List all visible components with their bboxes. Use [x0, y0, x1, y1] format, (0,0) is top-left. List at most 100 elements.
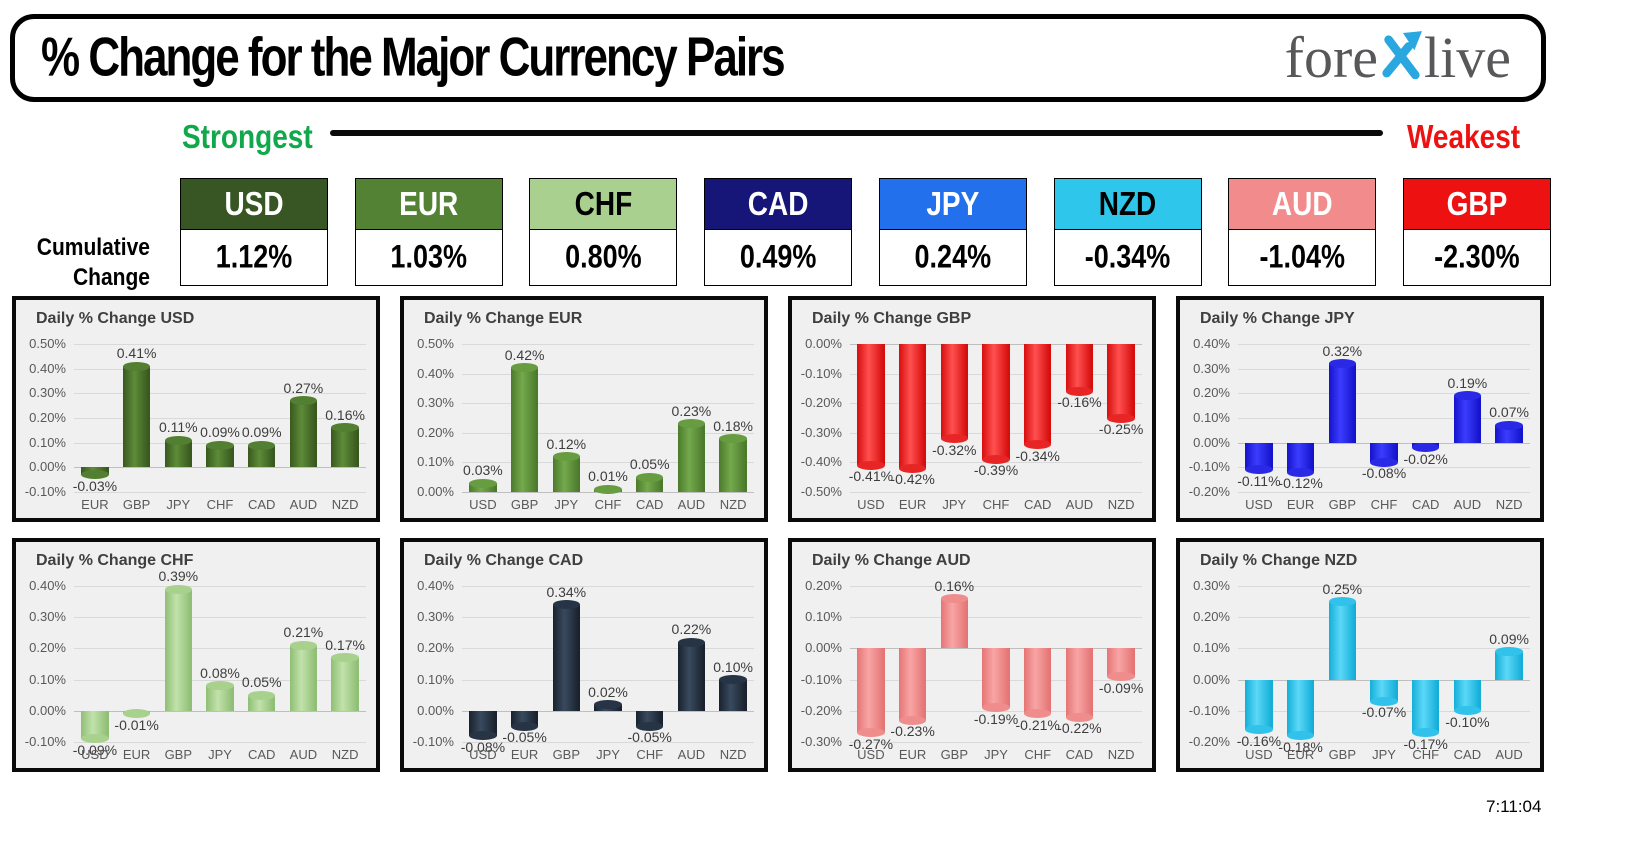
- bar-value-label: 0.09%: [1489, 630, 1529, 647]
- x-axis-category-label: CHF: [206, 497, 234, 512]
- bar-chf: [1023, 648, 1052, 714]
- x-axis-category-label: JPY: [596, 747, 620, 762]
- bar-gbp: [940, 598, 968, 649]
- bar-usd: [857, 648, 885, 733]
- bar-value-label: -0.41%: [848, 468, 894, 485]
- bar-cap: [1453, 706, 1482, 716]
- y-axis-tick-label: 0.40%: [1193, 336, 1230, 351]
- bar-cap: [1453, 391, 1482, 401]
- x-axis-category-label: GBP: [1328, 747, 1357, 762]
- cumulative-label-line2: Change: [72, 264, 150, 291]
- bar-usd: [1245, 679, 1273, 730]
- bar-cap: [635, 721, 664, 731]
- bar-value-label: -0.09%: [1098, 679, 1144, 696]
- x-axis-category-label: EUR: [510, 747, 539, 762]
- cumulative-box-gbp: GBP -2.30%: [1402, 178, 1551, 286]
- bar-cap: [1328, 597, 1356, 607]
- cumulative-value-aud: -1.04%: [1228, 230, 1377, 286]
- bar-value-label: 0.17%: [325, 636, 365, 653]
- bar-cad: [1453, 679, 1482, 711]
- gridline: [850, 492, 1142, 493]
- bar-cap: [289, 640, 318, 650]
- bar-value-label: 0.18%: [713, 417, 753, 434]
- bar-cap: [1065, 712, 1094, 722]
- cumulative-value-cad: 0.49%: [704, 230, 853, 286]
- x-axis-category-label: JPY: [208, 747, 232, 762]
- currency-header-chf: CHF: [529, 178, 678, 230]
- bar-chf: [206, 445, 234, 468]
- chart-daily-change-jpy: Daily % Change JPY 0.40% 0.30% 0.20% 0.10% 0.…: [1176, 296, 1544, 522]
- x-axis-line: [74, 710, 366, 712]
- x-axis-category-label: USD: [81, 747, 109, 762]
- bar-value-label: -0.05%: [627, 729, 672, 746]
- bar-value-label: 0.02%: [588, 683, 628, 700]
- bar-cap: [982, 454, 1010, 464]
- bar-value-label: 0.05%: [241, 674, 282, 691]
- bar-cap: [1370, 696, 1398, 706]
- bar-cap: [122, 361, 151, 371]
- cumulative-box-aud: AUD -1.04%: [1228, 178, 1377, 286]
- bar-cap: [510, 363, 539, 373]
- bar-cap: [122, 709, 151, 719]
- gridline: [850, 617, 1142, 619]
- bar-value-label: 0.39%: [158, 568, 199, 585]
- bar-cap: [982, 703, 1010, 713]
- gridline: [74, 679, 366, 681]
- gridline: [1238, 467, 1530, 469]
- gridline: [1238, 368, 1530, 370]
- bar-cap: [552, 600, 580, 610]
- chart-title: Daily % Change USD: [36, 310, 195, 327]
- bar-aud: [1065, 344, 1094, 392]
- gridline: [462, 617, 754, 619]
- y-axis-tick-label: -0.10%: [800, 365, 842, 381]
- bar-value-label: 0.07%: [1489, 404, 1529, 421]
- bar-cap: [594, 484, 622, 494]
- x-axis-category-label: CAD: [1411, 497, 1440, 512]
- x-axis-category-label: JPY: [554, 497, 579, 512]
- x-axis-category-label: USD: [857, 497, 885, 512]
- bar-value-label: -0.32%: [932, 441, 977, 458]
- x-axis-category-label: CAD: [1453, 747, 1482, 762]
- y-axis-tick-label: 0.10%: [1193, 640, 1230, 656]
- bar-cap: [164, 584, 192, 594]
- bar-value-label: -0.17%: [1403, 735, 1448, 752]
- x-axis-category-label: CHF: [636, 747, 664, 762]
- bar-value-label: 0.09%: [241, 424, 282, 441]
- bar-value-label: -0.42%: [890, 471, 935, 488]
- y-axis-tick-label: 0.20%: [29, 410, 66, 425]
- y-axis-tick-label: -0.20%: [1188, 484, 1230, 499]
- bar-value-label: 0.41%: [116, 345, 157, 362]
- x-axis-category-label: CHF: [982, 497, 1010, 512]
- x-axis-category-label: GBP: [1328, 497, 1357, 512]
- gridline: [74, 368, 366, 370]
- x-axis-category-label: EUR: [81, 497, 109, 512]
- gridline: [1238, 742, 1530, 743]
- chart-title: Daily % Change JPY: [1200, 310, 1355, 327]
- x-axis-category-label: EUR: [898, 497, 927, 512]
- x-axis-line: [462, 710, 754, 712]
- x-axis-category-label: AUD: [677, 497, 706, 512]
- x-axis-category-label: USD: [469, 497, 497, 512]
- y-axis-tick-label: 0.00%: [417, 702, 454, 718]
- bar-cap: [469, 731, 497, 741]
- x-axis-category-label: NZD: [331, 747, 359, 762]
- bar-cap: [1495, 420, 1523, 430]
- bar-cap: [469, 478, 497, 488]
- bar-nzd: [1495, 425, 1523, 443]
- page-title: % Change for the Major Currency Pairs: [41, 26, 786, 88]
- cumulative-label-line1: Cumulative: [36, 234, 150, 261]
- x-axis-category-label: GBP: [122, 497, 151, 512]
- gridline: [1238, 710, 1530, 712]
- bar-cap: [247, 690, 276, 700]
- cumulative-box-eur: EUR 1.03%: [354, 178, 503, 286]
- x-axis-category-label: EUR: [898, 747, 927, 762]
- y-axis-tick-label: 0.20%: [29, 640, 66, 656]
- bar-jpy: [552, 456, 580, 492]
- x-axis-category-label: NZD: [1495, 497, 1523, 512]
- cumulative-value-gbp: -2.30%: [1402, 230, 1551, 286]
- bar-eur: [898, 344, 927, 469]
- bar-cap: [510, 721, 539, 731]
- bar-gbp: [122, 366, 151, 468]
- y-axis-tick-label: -0.10%: [412, 734, 454, 749]
- bar-value-label: 0.01%: [588, 468, 628, 484]
